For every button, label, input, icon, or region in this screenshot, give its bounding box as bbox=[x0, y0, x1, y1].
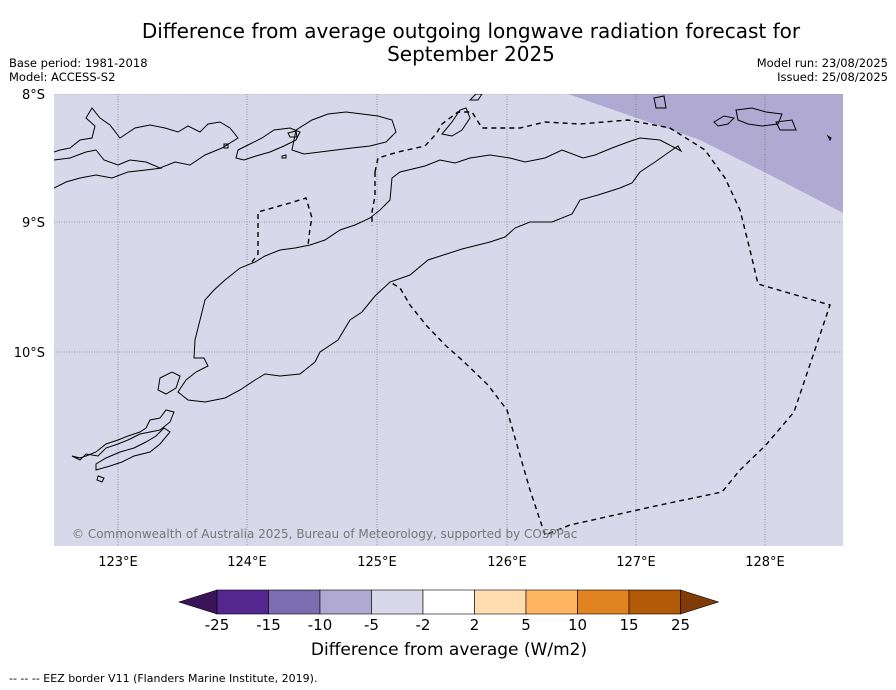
semau-island bbox=[157, 371, 181, 395]
wetar-coast bbox=[441, 107, 471, 137]
eez-legend-note: -- -- -- EEZ border V11 (Flanders Marine… bbox=[9, 672, 318, 685]
eez-borders bbox=[251, 111, 831, 536]
map-background bbox=[54, 94, 843, 546]
colorbar-tick-label: 25 bbox=[671, 616, 690, 634]
anomaly-region bbox=[568, 94, 843, 213]
island-ne-4 bbox=[775, 119, 797, 131]
gridlines bbox=[54, 94, 843, 546]
colorbar-tick-label: 5 bbox=[521, 616, 531, 634]
small-island-d bbox=[281, 154, 287, 159]
colorbar-tick-label: 2 bbox=[470, 616, 480, 634]
lon-label: 126°E bbox=[487, 555, 527, 570]
eez-border-west bbox=[371, 172, 376, 226]
colorbar-tick-label: -25 bbox=[205, 616, 230, 634]
chart-title: Difference from average outgoing longwav… bbox=[0, 20, 896, 66]
copyright-credit: © Commonwealth of Australia 2025, Bureau… bbox=[72, 527, 578, 541]
colorbar-tick-label: 15 bbox=[619, 616, 638, 634]
model-run-text: Model run: 23/08/2025 bbox=[756, 56, 888, 70]
issued-text: Issued: 25/08/2025 bbox=[777, 70, 888, 84]
timor-island bbox=[177, 137, 683, 403]
meta-right: Model run: 23/08/2025 Issued: 25/08/2025 bbox=[757, 56, 888, 84]
model-text: Model: ACCESS-S2 bbox=[9, 70, 116, 84]
lon-label: 125°E bbox=[357, 555, 397, 570]
island-ne-1 bbox=[653, 95, 667, 109]
colorbar-tick-label: -15 bbox=[256, 616, 281, 634]
lon-label: 124°E bbox=[227, 555, 267, 570]
colorbar-extend-low bbox=[178, 589, 218, 615]
colorbar-segment bbox=[628, 589, 681, 615]
colorbar-segment bbox=[422, 589, 475, 615]
lat-label: 9°S bbox=[22, 216, 45, 231]
colorbar-tick-label: -10 bbox=[308, 616, 333, 634]
lon-label: 128°E bbox=[745, 555, 785, 570]
colorbar-tick-label: -2 bbox=[416, 616, 431, 634]
rote-island-2 bbox=[95, 427, 171, 471]
rote-island bbox=[71, 409, 175, 461]
title-line-2: September 2025 bbox=[387, 42, 555, 66]
colorbar-segment bbox=[268, 589, 321, 615]
small-island-a bbox=[96, 475, 105, 483]
colorbar-segment bbox=[474, 589, 527, 615]
flores-coast-2 bbox=[54, 167, 163, 189]
eez-border-oecusse bbox=[251, 197, 313, 263]
colorbar-extend-high bbox=[680, 589, 720, 615]
colorbar-segment bbox=[371, 589, 424, 615]
colorbar-segment bbox=[577, 589, 630, 615]
colorbar-segment bbox=[216, 589, 269, 615]
alor-island-2 bbox=[291, 111, 397, 155]
alor-island bbox=[235, 127, 301, 161]
lon-label: 127°E bbox=[616, 555, 656, 570]
colorbar-segments bbox=[178, 589, 720, 615]
small-island-b bbox=[287, 130, 298, 138]
island-ne-3 bbox=[735, 107, 783, 127]
meta-left: Base period: 1981-2018 Model: ACCESS-S2 bbox=[9, 56, 148, 84]
island-ne-2 bbox=[713, 115, 736, 127]
title-line-1: Difference from average outgoing longwav… bbox=[141, 19, 801, 43]
lon-label: 123°E bbox=[98, 555, 138, 570]
colorbar-title: Difference from average (W/m2) bbox=[310, 640, 588, 660]
colorbar-segment bbox=[525, 589, 578, 615]
wetar-coast-2 bbox=[468, 94, 483, 101]
colorbar-tick-label: -5 bbox=[364, 616, 379, 634]
small-island-c bbox=[223, 143, 229, 149]
flores-coast bbox=[54, 107, 239, 169]
lat-label: 8°S bbox=[22, 88, 45, 103]
base-period-text: Base period: 1981-2018 bbox=[9, 56, 148, 70]
coastlines bbox=[54, 94, 832, 483]
lat-label: 10°S bbox=[14, 346, 45, 361]
colorbar-ticks: -25 -15 -10 -5 -2 2 5 10 15 25 bbox=[205, 616, 690, 634]
colorbar-tick-label: 10 bbox=[568, 616, 587, 634]
colorbar-segment bbox=[319, 589, 372, 615]
island-ne-5 bbox=[826, 134, 832, 142]
